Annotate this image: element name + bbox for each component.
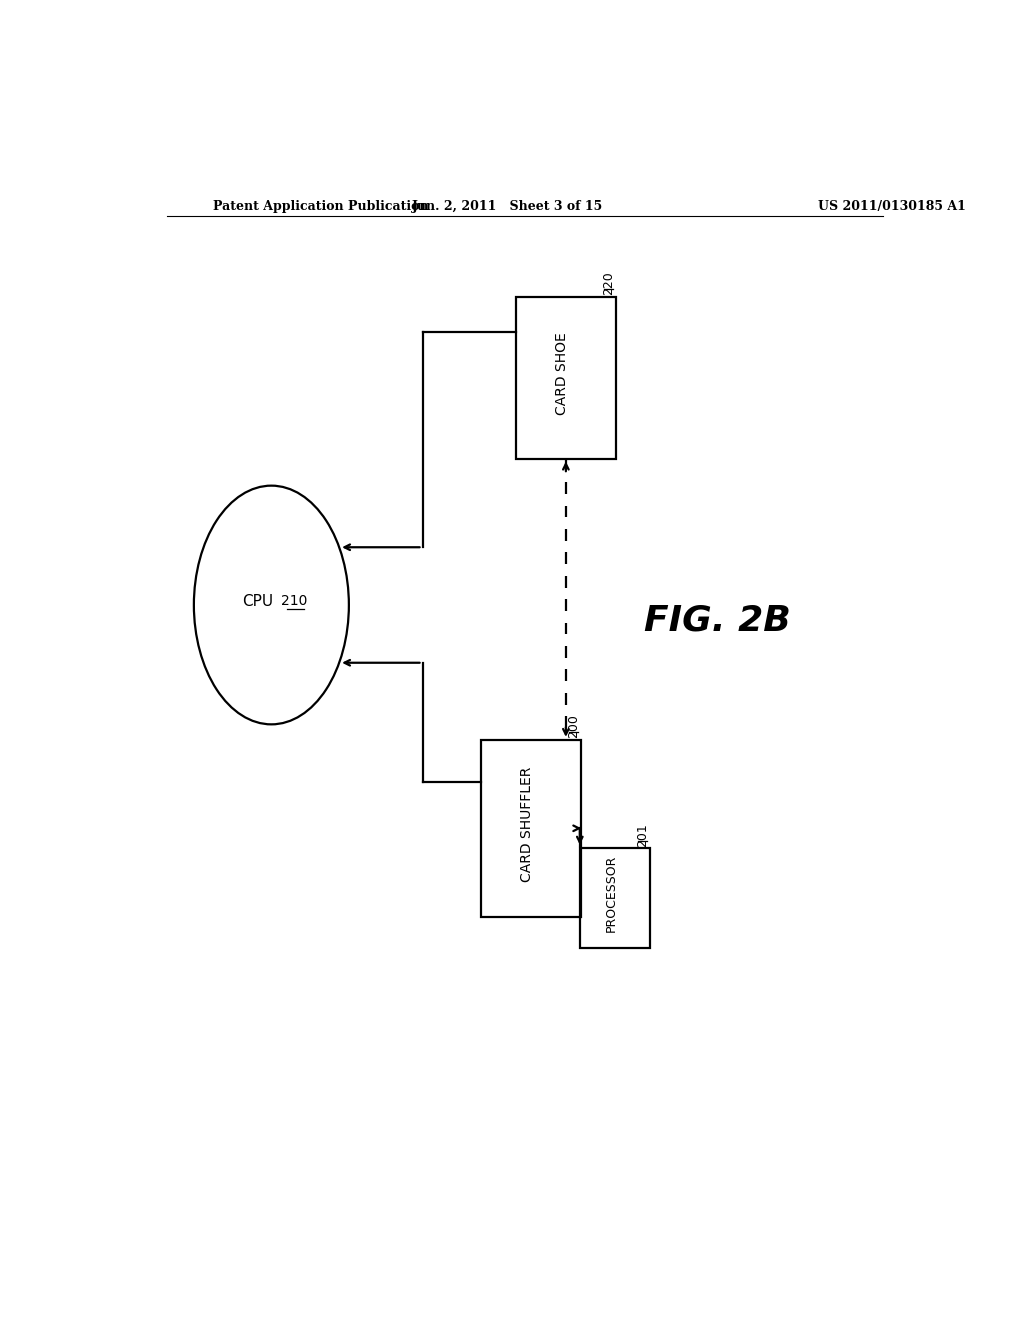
Text: US 2011/0130185 A1: US 2011/0130185 A1 (818, 199, 966, 213)
Text: 210: 210 (282, 594, 308, 609)
Text: CARD SHUFFLER: CARD SHUFFLER (520, 767, 535, 882)
Text: 200: 200 (567, 714, 581, 738)
Text: CPU: CPU (242, 594, 273, 609)
Text: FIG. 2B: FIG. 2B (644, 603, 791, 638)
Text: CARD SHOE: CARD SHOE (555, 333, 569, 416)
Text: Patent Application Publication: Patent Application Publication (213, 199, 429, 213)
Bar (515, 297, 616, 459)
Text: 201: 201 (636, 824, 649, 847)
Bar (480, 739, 582, 917)
Text: Jun. 2, 2011   Sheet 3 of 15: Jun. 2, 2011 Sheet 3 of 15 (412, 199, 603, 213)
Text: PROCESSOR: PROCESSOR (605, 855, 618, 932)
Bar (580, 847, 649, 948)
Text: 220: 220 (602, 272, 615, 294)
